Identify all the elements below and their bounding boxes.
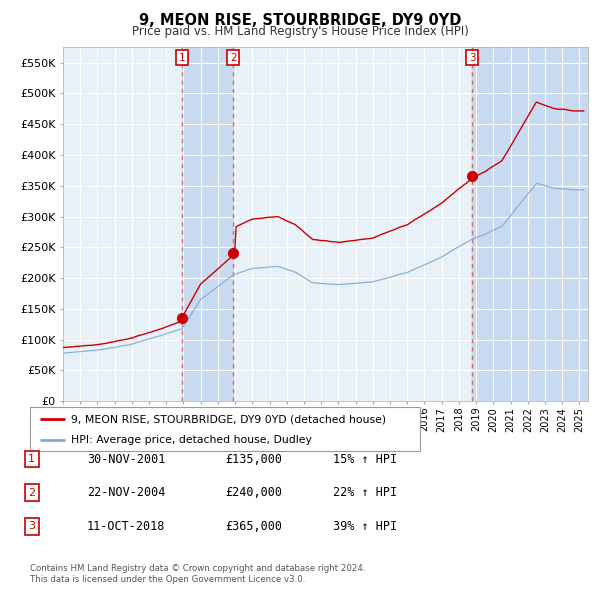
Text: 3: 3 xyxy=(28,522,35,531)
Bar xyxy=(472,47,588,401)
Text: 9, MEON RISE, STOURBRIDGE, DY9 0YD (detached house): 9, MEON RISE, STOURBRIDGE, DY9 0YD (deta… xyxy=(71,415,386,424)
Text: 1: 1 xyxy=(179,53,185,63)
Bar xyxy=(182,47,233,401)
Text: 2: 2 xyxy=(28,488,35,497)
Text: £135,000: £135,000 xyxy=(225,453,282,466)
Text: 30-NOV-2001: 30-NOV-2001 xyxy=(87,453,166,466)
Text: This data is licensed under the Open Government Licence v3.0.: This data is licensed under the Open Gov… xyxy=(30,575,305,584)
Text: 11-OCT-2018: 11-OCT-2018 xyxy=(87,520,166,533)
Text: HPI: Average price, detached house, Dudley: HPI: Average price, detached house, Dudl… xyxy=(71,435,312,445)
Text: 22-NOV-2004: 22-NOV-2004 xyxy=(87,486,166,499)
Text: 22% ↑ HPI: 22% ↑ HPI xyxy=(333,486,397,499)
Text: 9, MEON RISE, STOURBRIDGE, DY9 0YD: 9, MEON RISE, STOURBRIDGE, DY9 0YD xyxy=(139,13,461,28)
Text: 3: 3 xyxy=(469,53,476,63)
Text: 1: 1 xyxy=(28,454,35,464)
Text: £240,000: £240,000 xyxy=(225,486,282,499)
Text: £365,000: £365,000 xyxy=(225,520,282,533)
Text: 2: 2 xyxy=(230,53,236,63)
Text: Price paid vs. HM Land Registry's House Price Index (HPI): Price paid vs. HM Land Registry's House … xyxy=(131,25,469,38)
Text: 39% ↑ HPI: 39% ↑ HPI xyxy=(333,520,397,533)
Text: 15% ↑ HPI: 15% ↑ HPI xyxy=(333,453,397,466)
Text: Contains HM Land Registry data © Crown copyright and database right 2024.: Contains HM Land Registry data © Crown c… xyxy=(30,565,365,573)
